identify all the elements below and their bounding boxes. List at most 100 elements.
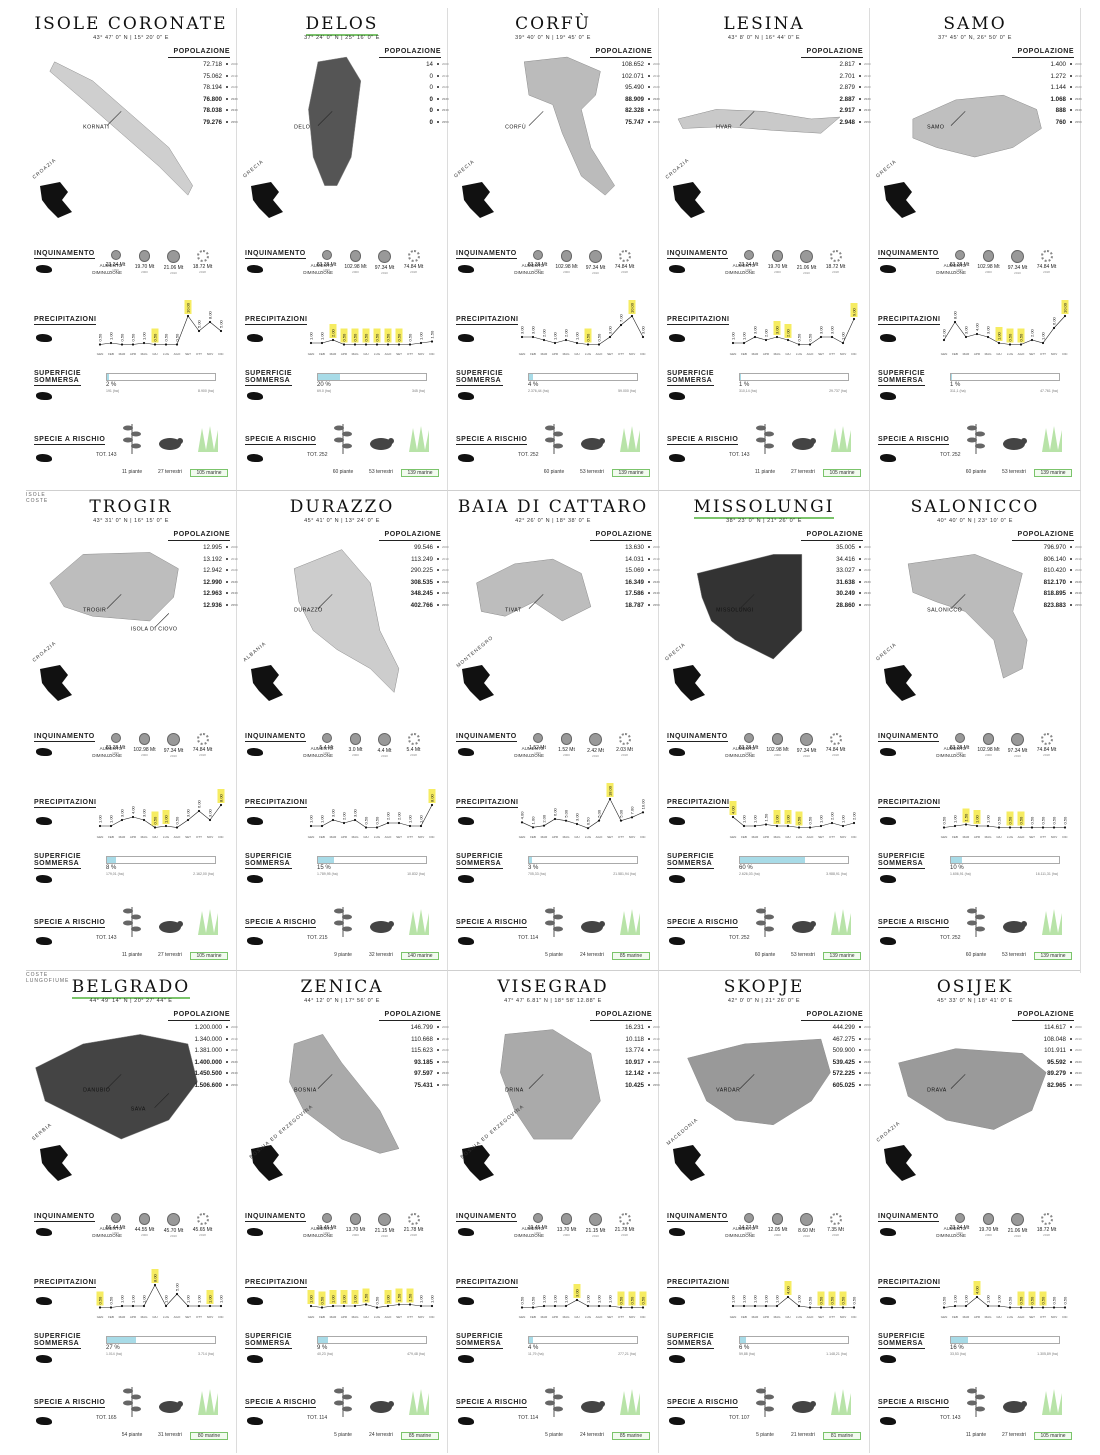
precipitation-value: 3.00 <box>331 808 336 817</box>
precipitation-point <box>819 824 823 828</box>
plant-leaf <box>131 1394 141 1400</box>
precipitation-point <box>331 818 335 822</box>
pollution-year: 2000 <box>141 269 148 274</box>
precipitation-point <box>153 1283 157 1287</box>
pollution-circle <box>829 250 842 262</box>
precipitation-point <box>630 816 634 819</box>
panel-title: DELOS <box>237 14 447 36</box>
precipitation-value: 0.50 <box>98 1296 103 1305</box>
precipitation-point <box>331 1304 335 1308</box>
submerged-heading-1: SUPERFICIE <box>878 370 926 377</box>
submerged-max: 21.581,94 (ha) <box>613 872 636 876</box>
population-row: 82.328 2040 <box>625 107 660 114</box>
pollution-circle <box>196 733 209 745</box>
animal-body <box>581 438 603 450</box>
population-list: 72.718 2000 75.062 2010 78.194 2020 76.800 2030… <box>168 61 238 130</box>
plant-leaf <box>975 914 985 920</box>
mini-country-icon <box>36 265 52 273</box>
submerged-bar <box>106 373 216 381</box>
population-row: 102.071 2010 <box>621 72 660 80</box>
precipitation-point <box>175 1292 179 1296</box>
submerged-min: 59,88 (ha) <box>739 1352 755 1356</box>
population-dot <box>437 1072 439 1075</box>
panel-title-text: ZENICA <box>300 977 384 997</box>
precipitation-value: 0.50 <box>808 1296 813 1305</box>
country-silhouette <box>251 1145 283 1181</box>
month-label: LUG <box>374 835 381 839</box>
plant-icon <box>123 907 141 937</box>
precipitation-point <box>841 1306 845 1309</box>
precipitation-heading: PRECIPITAZIONI <box>667 316 730 325</box>
precipitation-value: 9.00 <box>852 307 857 316</box>
precipitation-value: 8.00 <box>430 793 435 802</box>
population-rule <box>801 540 863 541</box>
precipitation-point <box>520 821 524 824</box>
pollution-year: 2000 <box>141 752 148 757</box>
month-label: SET <box>396 835 402 839</box>
month-label: FEB <box>952 352 958 356</box>
population-row: 146.799 2000 <box>410 1024 449 1031</box>
month-label: OTT <box>407 352 413 356</box>
precipitation-point <box>997 1304 1001 1308</box>
month-label: SET <box>818 835 824 839</box>
precipitation-value: 1.00 <box>575 331 580 340</box>
marine-icon <box>1042 426 1062 452</box>
species-heading: SPECIE A RISCHIO <box>34 436 106 445</box>
country-shape <box>673 182 705 218</box>
panel-coordinates: 39° 40' 0" N | 19° 45' 0" E <box>515 35 591 41</box>
marine-shape <box>198 909 218 935</box>
pollution-year: 1990 <box>112 1231 119 1235</box>
submerged-min: 40,23 (ha) <box>317 1352 333 1356</box>
panel-title: OSIJEK <box>870 977 1080 997</box>
pollution-value: 18.72 Mt <box>1036 1227 1057 1233</box>
month-label: GIU <box>574 835 579 839</box>
pollution-year: 2010 <box>592 754 599 758</box>
panel-title-text: BELGRADO <box>71 977 191 999</box>
population-row: 114.617 2000 <box>1044 1024 1082 1031</box>
mini-country-icon <box>880 817 896 825</box>
submerged-heading: SUPERFICIE SOMMERSA <box>667 370 715 386</box>
animal-icon <box>159 438 183 450</box>
population-dot <box>437 74 439 77</box>
pollution-value: 1.52 Mt <box>558 746 575 753</box>
map-place-label: DRINA <box>505 1087 524 1093</box>
pollution-cell: 83.38 Mt 1990 <box>735 733 762 758</box>
precipitation-chart: 0.50GEN0.50FEB1.00MAR1.00APR1.00MAG3.00G… <box>519 1284 647 1319</box>
precipitation-point <box>564 1304 568 1308</box>
plant-leaf <box>553 443 563 449</box>
country-shape <box>40 665 72 701</box>
submerged-bar <box>106 856 216 864</box>
precipitation-highlight <box>962 808 970 823</box>
pollution-legend: AUMENTO DIMINUZIONE <box>66 1225 122 1239</box>
legend-increase: AUMENTO <box>310 1226 333 1231</box>
species-total: TOT. 252 <box>940 935 961 941</box>
plant-leaf <box>764 926 774 932</box>
precipitation-value: 2.00 <box>331 328 336 337</box>
month-label: AGO <box>385 835 392 839</box>
species-count: 24 terrestri <box>580 952 604 958</box>
precipitation-value: 3.00 <box>830 325 835 334</box>
precipitation-value: 0.50 <box>797 333 802 342</box>
month-label: DIC <box>851 352 857 356</box>
pollution-value: 7.35 Mt <box>827 1227 844 1233</box>
pollution-year: 2000 <box>563 1232 570 1237</box>
precipitation-value: 10.00 <box>630 302 635 313</box>
panel-title-text: OSIJEK <box>936 977 1014 997</box>
pollution-value: 102.98 Mt <box>133 746 156 753</box>
panel-title-text: ISOLE CORONATE <box>34 14 228 34</box>
plant-icon <box>334 424 352 454</box>
pollution-year: 2018 <box>410 270 417 274</box>
population-row: 101.911 2020 <box>1044 1047 1082 1054</box>
pollution-value: 102.98 Mt <box>977 746 1000 753</box>
country-shape <box>462 182 494 218</box>
month-label: MAG <box>141 835 149 839</box>
precipitation-point <box>186 818 190 822</box>
pollution-circle <box>349 250 362 262</box>
animal-icon <box>370 438 394 450</box>
precipitation-point <box>386 821 390 825</box>
population-dot <box>648 1060 650 1063</box>
precipitation-heading: PRECIPITAZIONI <box>245 316 308 325</box>
marine-icon <box>198 1389 218 1415</box>
plant-leaf <box>545 908 555 914</box>
plant-icon <box>545 907 563 937</box>
